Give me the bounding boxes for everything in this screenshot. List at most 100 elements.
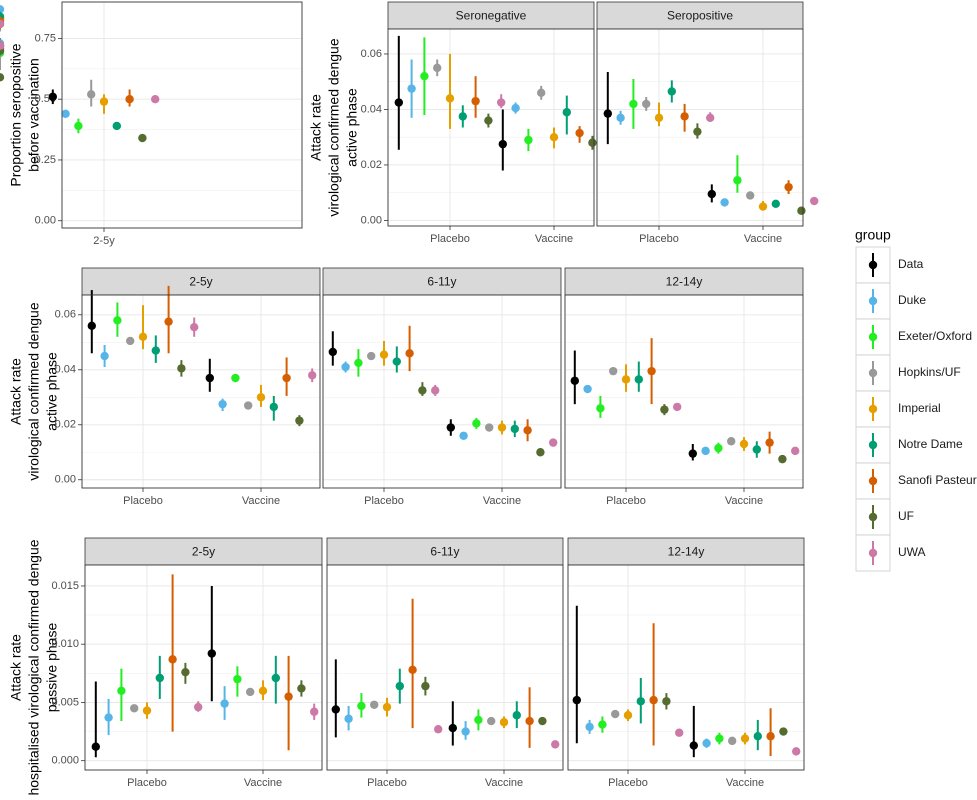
y-tick-label: 0.06 bbox=[55, 309, 76, 321]
plot-background bbox=[327, 565, 563, 770]
data-point bbox=[405, 349, 414, 358]
data-point bbox=[370, 700, 379, 709]
data-point bbox=[434, 725, 443, 734]
data-point bbox=[461, 727, 470, 736]
facet-strip bbox=[567, 537, 805, 566]
data-point bbox=[233, 674, 242, 684]
data-point bbox=[511, 103, 520, 113]
data-point bbox=[207, 649, 216, 658]
facet-strip bbox=[564, 267, 804, 296]
data-point bbox=[706, 113, 715, 122]
data-point bbox=[87, 90, 96, 99]
facet-strip bbox=[322, 267, 562, 296]
legend-key-point bbox=[868, 368, 878, 378]
data-point bbox=[155, 673, 164, 683]
data-point bbox=[297, 684, 306, 693]
legend: group Data Duke Exeter/Oxford Hopkins/UF Impe… bbox=[855, 227, 977, 572]
data-point bbox=[689, 741, 698, 750]
data-point bbox=[181, 667, 190, 677]
y-axis-label: virological confirmed dengue bbox=[26, 302, 42, 480]
legend-item-label: Notre Dame bbox=[898, 437, 963, 451]
plot-background bbox=[388, 29, 594, 226]
data-point bbox=[91, 742, 101, 751]
legend-item: Data bbox=[855, 246, 924, 284]
facet-strip bbox=[596, 1, 804, 30]
data-point bbox=[779, 727, 788, 736]
legend-key-point bbox=[868, 296, 878, 306]
data-point bbox=[0, 41, 5, 50]
data-point bbox=[379, 350, 389, 359]
legend-title: group bbox=[855, 227, 891, 243]
data-point bbox=[61, 109, 70, 118]
data-point bbox=[583, 384, 592, 394]
x-tick-label: 2-5y bbox=[93, 235, 115, 247]
data-point bbox=[125, 95, 134, 104]
legend-item: Duke bbox=[855, 282, 926, 320]
data-point bbox=[525, 716, 534, 726]
data-point bbox=[231, 373, 240, 383]
data-point bbox=[562, 108, 571, 117]
y-axis-label: virological confirmed dengue bbox=[326, 38, 342, 216]
facet-strip-label: 12-14y bbox=[668, 545, 705, 559]
data-point bbox=[446, 423, 455, 432]
chart-seroprev: Proportion seropositive before vaccinatio… bbox=[0, 1, 303, 247]
x-tick-label: Placebo bbox=[608, 777, 648, 789]
y-tick-label: 0.04 bbox=[55, 364, 76, 376]
legend-item: Exeter/Oxford bbox=[855, 318, 972, 356]
data-point bbox=[487, 716, 496, 726]
data-point bbox=[0, 73, 5, 82]
y-tick-label: 0.010 bbox=[51, 638, 79, 650]
y-axis-label: Attack rate bbox=[8, 634, 24, 701]
panel-border bbox=[61, 1, 303, 229]
data-point bbox=[720, 198, 729, 207]
data-point bbox=[512, 711, 521, 720]
data-point bbox=[771, 199, 780, 209]
data-point bbox=[74, 121, 83, 131]
data-point bbox=[727, 437, 736, 446]
data-point bbox=[459, 431, 468, 440]
data-point bbox=[151, 95, 160, 104]
data-point bbox=[549, 133, 559, 142]
y-axis-label: Attack rate bbox=[308, 94, 324, 161]
data-point bbox=[256, 393, 266, 402]
data-point bbox=[642, 99, 651, 109]
data-point bbox=[421, 681, 430, 691]
plot-background bbox=[82, 295, 320, 488]
chart-serostatus: Attack rate virological confirmed dengue a… bbox=[308, 1, 819, 245]
data-point bbox=[244, 401, 253, 410]
data-point bbox=[177, 364, 186, 373]
data-point bbox=[792, 747, 801, 756]
data-point bbox=[308, 371, 317, 380]
data-point bbox=[570, 376, 579, 385]
data-point bbox=[164, 317, 173, 326]
y-tick-label: 0.00 bbox=[361, 214, 382, 226]
data-point bbox=[810, 196, 819, 206]
data-point bbox=[740, 734, 750, 743]
data-point bbox=[616, 113, 625, 122]
legend-key-point bbox=[868, 476, 878, 486]
data-point bbox=[168, 655, 177, 664]
data-point bbox=[551, 740, 560, 749]
facet-strip bbox=[326, 537, 564, 566]
data-point bbox=[598, 720, 607, 729]
data-point bbox=[549, 438, 558, 447]
data-point bbox=[328, 347, 337, 357]
data-point bbox=[138, 332, 148, 341]
data-point bbox=[766, 732, 775, 741]
facet-strip-label: 2-5y bbox=[192, 545, 215, 559]
chart-hospitalised_age: Attack rate hospitalised virological conf… bbox=[8, 537, 805, 796]
x-tick-label: Vaccine bbox=[242, 495, 280, 507]
data-point bbox=[791, 446, 800, 456]
data-point bbox=[498, 139, 507, 149]
legend-item: UWA bbox=[855, 534, 926, 572]
panel-border bbox=[322, 294, 562, 489]
data-point bbox=[48, 92, 57, 101]
panel-active_age-2: 12-14y Placebo Vaccine bbox=[564, 267, 804, 507]
data-point bbox=[510, 424, 519, 434]
data-point bbox=[357, 701, 366, 711]
y-tick-label: 0.04 bbox=[361, 103, 382, 115]
data-point bbox=[394, 98, 403, 107]
data-point bbox=[407, 84, 416, 93]
data-point bbox=[523, 426, 532, 435]
data-point bbox=[354, 358, 363, 368]
